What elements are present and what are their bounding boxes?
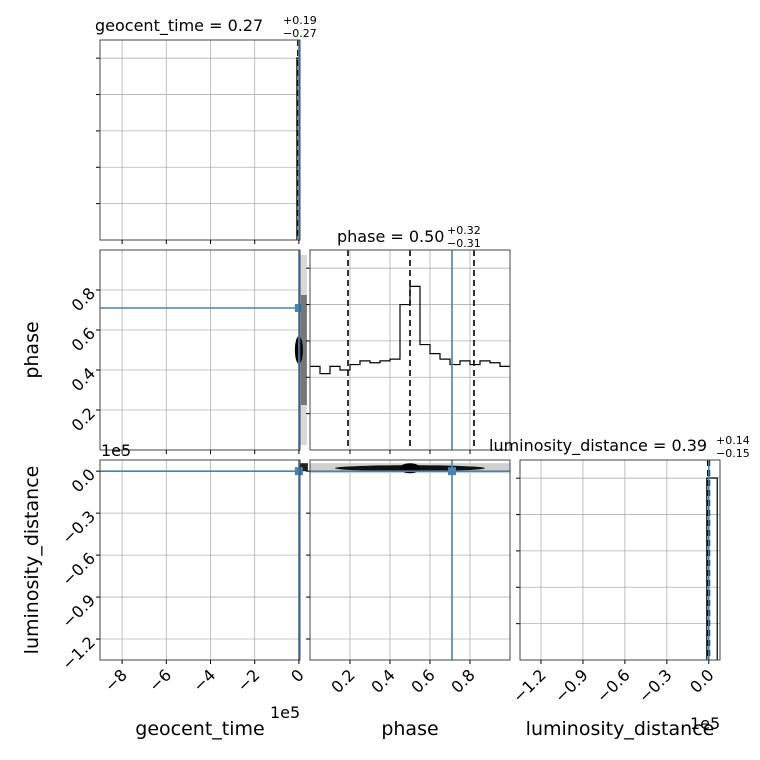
offset-label-luminosity-distance-y: 1e5: [101, 441, 131, 460]
xlabel-geocent-time: geocent_time: [135, 718, 264, 740]
xtick-label-geocent-time-2: −4: [189, 665, 219, 695]
ytick-label-phase-2: 0.6: [68, 324, 99, 355]
xlabel-phase: phase: [381, 718, 438, 740]
ytick-label-luminosity-distance-4: 0.0: [68, 465, 99, 496]
xtick-label-luminosity-distance-3: −0.3: [635, 665, 676, 706]
title-luminosity-distance-minus: −0.15: [716, 447, 750, 460]
ytick-label-phase-0: 0.2: [68, 404, 99, 435]
xtick-label-luminosity-distance-4: 0.0: [686, 665, 717, 696]
title-luminosity-distance-plus: +0.14: [716, 434, 750, 447]
density-luminosity-distance-geocent-time: [298, 463, 308, 472]
xtick-label-phase-3: 0.8: [447, 665, 478, 696]
xtick-label-phase-1: 0.4: [367, 665, 398, 696]
title-phase-plus: +0.32: [447, 224, 481, 237]
xtick-label-luminosity-distance-2: −0.6: [593, 665, 634, 706]
offset-label-luminosity-distance-x: 1e5: [690, 714, 720, 733]
title-geocent-time-plus: +0.19: [283, 14, 317, 27]
panel-geocent-time-frame: [99, 39, 301, 241]
ylabel-luminosity-distance: luminosity_distance: [21, 466, 43, 655]
ylabel-phase: phase: [21, 321, 43, 378]
xtick-label-geocent-time-1: −6: [145, 665, 175, 695]
xtick-label-geocent-time-4: 0: [287, 665, 308, 686]
truth-marker-phase-geocent-time: [294, 304, 303, 312]
title-phase: phase = 0.50: [337, 227, 444, 246]
truth-marker-ld-phase: [448, 467, 456, 476]
ytick-label-luminosity-distance-2: −0.6: [58, 549, 99, 590]
xtick-label-luminosity-distance-1: −0.9: [551, 665, 592, 706]
ytick-label-luminosity-distance-1: −0.9: [58, 591, 99, 632]
ytick-label-luminosity-distance-3: −0.3: [58, 507, 99, 548]
title-geocent-time: geocent_time = 0.27: [95, 16, 263, 36]
xtick-label-geocent-time-3: −2: [233, 665, 263, 695]
panel-luminosity-distance-frame: [519, 459, 721, 661]
xtick-label-phase-0: 0.2: [327, 665, 358, 696]
ytick-label-luminosity-distance-0: −1.2: [58, 633, 99, 674]
xlabel-luminosity-distance: luminosity_distance: [526, 718, 715, 740]
xtick-label-phase-2: 0.6: [407, 665, 438, 696]
title-geocent-time-minus: −0.27: [283, 27, 317, 40]
density-core-phase-geocent-time: [300, 295, 307, 405]
panel-geocent-time-vs-phase-frame: [99, 249, 301, 451]
xtick-label-luminosity-distance-0: −1.2: [509, 665, 550, 706]
panel-phase-frame: [309, 249, 511, 451]
panel-geocent-time-vs-luminosity-distance-frame: [99, 459, 301, 661]
title-luminosity-distance: luminosity_distance = 0.39: [489, 436, 707, 456]
ytick-label-phase-1: 0.4: [68, 364, 99, 395]
xtick-label-geocent-time-0: −8: [101, 665, 131, 695]
offset-label-geocent-time-x: 1e5: [270, 703, 300, 722]
hist-luminosity-distance: [706, 477, 718, 660]
panel-phase-vs-luminosity-distance-frame: [309, 459, 511, 661]
truth-marker-ld-geocent-time: [294, 467, 303, 476]
title-phase-minus: −0.31: [447, 237, 481, 250]
ytick-label-phase-3: 0.8: [68, 284, 99, 315]
